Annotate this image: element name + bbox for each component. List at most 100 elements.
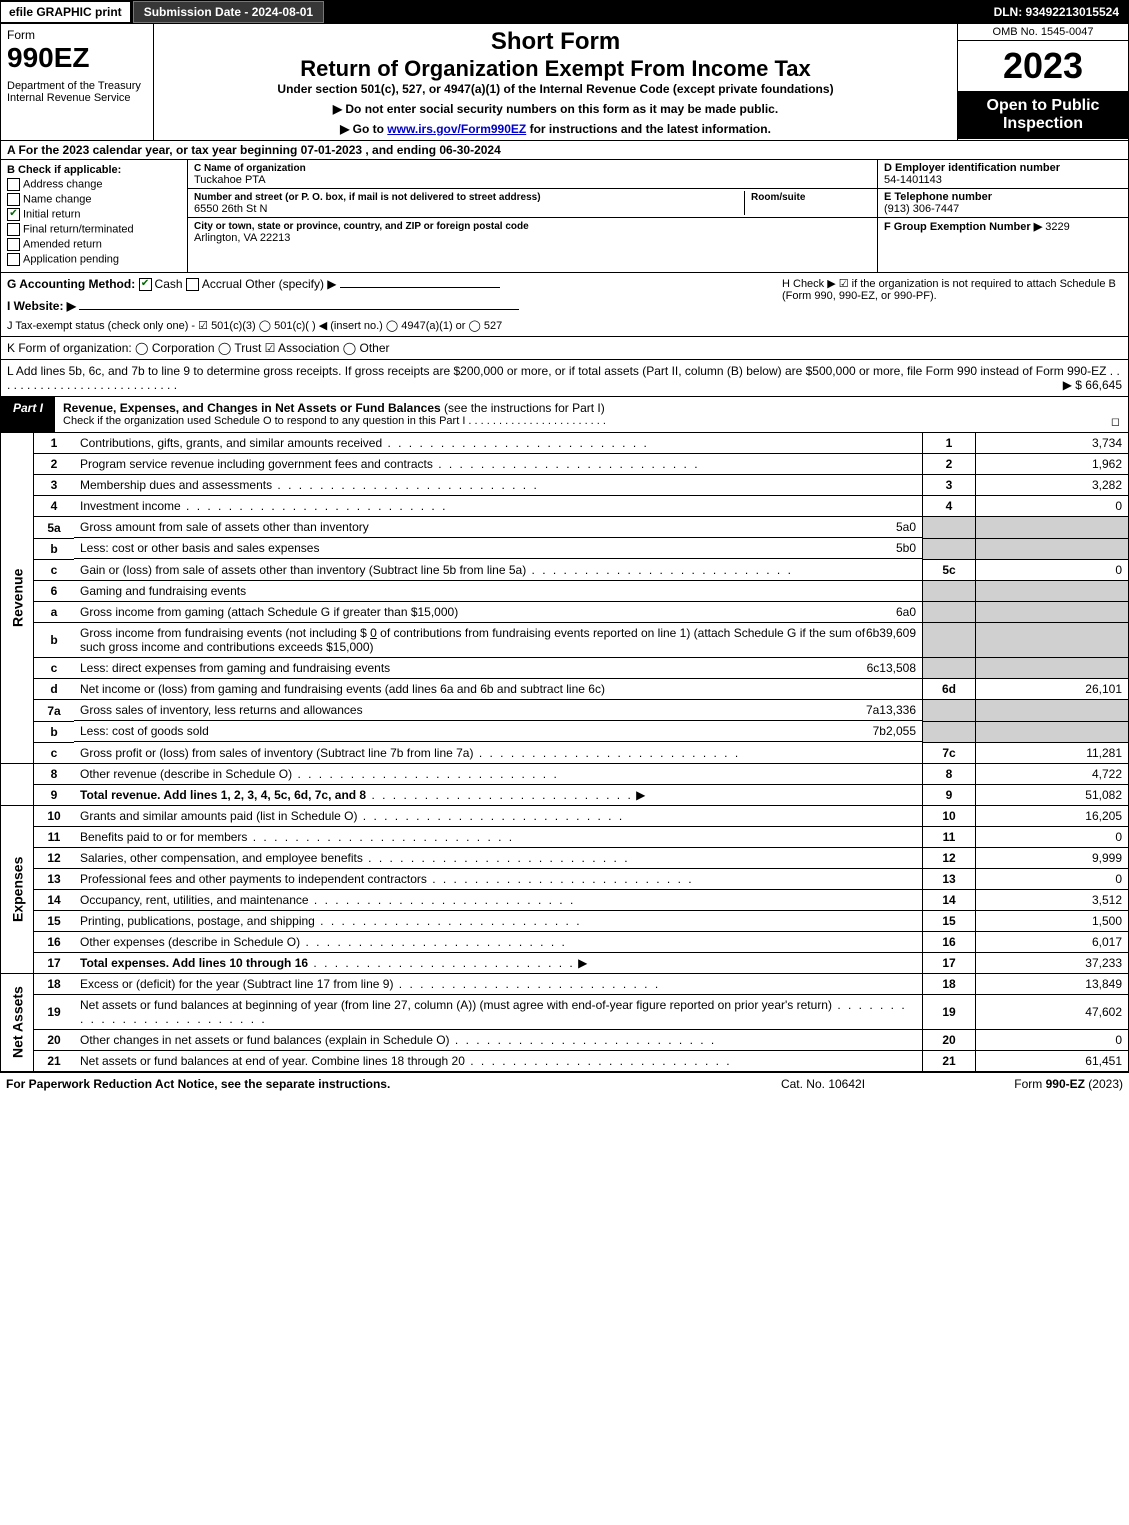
grp-value: 3229 xyxy=(1045,221,1069,233)
ssn-warning: ▶ Do not enter social security numbers o… xyxy=(164,102,947,116)
line-6a: aGross income from gaming (attach Schedu… xyxy=(1,601,1129,623)
column-d-e-f: D Employer identification number 54-1401… xyxy=(878,160,1128,272)
column-c-org-info: C Name of organization Tuckahoe PTA Numb… xyxy=(188,160,878,272)
line-2: 2Program service revenue including gover… xyxy=(1,454,1129,475)
row-g-h: G Accounting Method: Cash Accrual Other … xyxy=(0,273,1129,337)
top-bar: efile GRAPHIC print Submission Date - 20… xyxy=(0,0,1129,24)
line-18: Net Assets 18Excess or (deficit) for the… xyxy=(1,973,1129,994)
note2-post: for instructions and the latest informat… xyxy=(526,122,771,136)
l-amount: ▶ $ 66,645 xyxy=(1063,378,1122,392)
cb-amended-return[interactable]: Amended return xyxy=(7,238,181,251)
page-footer: For Paperwork Reduction Act Notice, see … xyxy=(0,1072,1129,1095)
cb-name-change[interactable]: Name change xyxy=(7,193,181,206)
line-5b: bLess: cost or other basis and sales exp… xyxy=(1,538,1129,559)
expenses-side-label: Expenses xyxy=(1,805,34,973)
line-6d: dNet income or (loss) from gaming and fu… xyxy=(1,679,1129,700)
cb-cash[interactable] xyxy=(139,278,152,291)
efile-print-label[interactable]: efile GRAPHIC print xyxy=(0,1,131,23)
note2-pre: ▶ Go to xyxy=(340,122,387,136)
line-5a: 5aGross amount from sale of assets other… xyxy=(1,517,1129,539)
cb-final-return[interactable]: Final return/terminated xyxy=(7,223,181,236)
header-left: Form 990EZ Department of the Treasury In… xyxy=(1,24,154,140)
part-1-table: Revenue 1Contributions, gifts, grants, a… xyxy=(0,433,1129,1072)
room-label: Room/suite xyxy=(751,192,805,203)
part-1-title: Revenue, Expenses, and Changes in Net As… xyxy=(55,397,1128,432)
b-label: B Check if applicable: xyxy=(7,164,181,176)
city-value: Arlington, VA 22213 xyxy=(194,232,290,244)
cb-initial-return[interactable]: Initial return xyxy=(7,208,181,221)
line-11: 11Benefits paid to or for members110 xyxy=(1,826,1129,847)
row-k-form-org: K Form of organization: ◯ Corporation ◯ … xyxy=(0,337,1129,360)
line-7b: bLess: cost of goods sold7b2,055 xyxy=(1,721,1129,742)
line-6b: bGross income from fundraising events (n… xyxy=(1,623,1129,658)
org-name-label: C Name of organization xyxy=(194,163,306,174)
line-4: 4Investment income40 xyxy=(1,496,1129,517)
group-exemption-block: F Group Exemption Number ▶ 3229 xyxy=(878,218,1128,235)
form-word: Form xyxy=(7,28,147,42)
cb-address-change[interactable]: Address change xyxy=(7,178,181,191)
submission-date: Submission Date - 2024-08-01 xyxy=(133,1,324,23)
line-13: 13Professional fees and other payments t… xyxy=(1,868,1129,889)
instructions-link-row: ▶ Go to www.irs.gov/Form990EZ for instru… xyxy=(164,122,947,136)
form-number: 990EZ xyxy=(7,42,147,74)
short-form-title: Short Form xyxy=(164,28,947,56)
line-15: 15Printing, publications, postage, and s… xyxy=(1,910,1129,931)
org-name: Tuckahoe PTA xyxy=(194,174,266,186)
dln-number: DLN: 93492213015524 xyxy=(994,5,1129,19)
i-website: I Website: ▶ xyxy=(7,299,76,313)
l-text: L Add lines 5b, 6c, and 7b to line 9 to … xyxy=(7,364,1106,378)
h-schedule-b: H Check ▶ ☑ if the organization is not r… xyxy=(776,277,1122,332)
tel-label: E Telephone number xyxy=(884,191,992,203)
paperwork-notice: For Paperwork Reduction Act Notice, see … xyxy=(6,1077,723,1091)
open-to-public: Open to Public Inspection xyxy=(958,91,1128,139)
main-title: Return of Organization Exempt From Incom… xyxy=(164,56,947,82)
row-l-gross-receipts: L Add lines 5b, 6c, and 7b to line 9 to … xyxy=(0,360,1129,397)
tax-year: 2023 xyxy=(958,41,1128,91)
line-3: 3Membership dues and assessments33,282 xyxy=(1,475,1129,496)
department-label: Department of the Treasury Internal Reve… xyxy=(7,80,147,104)
header-right: OMB No. 1545-0047 2023 Open to Public In… xyxy=(958,24,1128,140)
line-16: 16Other expenses (describe in Schedule O… xyxy=(1,931,1129,952)
line-7c: cGross profit or (loss) from sales of in… xyxy=(1,742,1129,763)
line-1: Revenue 1Contributions, gifts, grants, a… xyxy=(1,433,1129,454)
org-name-block: C Name of organization Tuckahoe PTA xyxy=(188,160,877,189)
ein-block: D Employer identification number 54-1401… xyxy=(878,160,1128,189)
ein-value: 54-1401143 xyxy=(884,174,942,186)
line-6: 6Gaming and fundraising events xyxy=(1,580,1129,601)
line-9: 9Total revenue. Add lines 1, 2, 3, 4, 5c… xyxy=(1,784,1129,805)
cb-application-pending[interactable]: Application pending xyxy=(7,253,181,266)
city-block: City or town, state or province, country… xyxy=(188,218,877,246)
part-1-check-note: Check if the organization used Schedule … xyxy=(63,415,1120,427)
street-value: 6550 26th St N xyxy=(194,203,267,215)
line-20: 20Other changes in net assets or fund ba… xyxy=(1,1029,1129,1050)
net-assets-side-label: Net Assets xyxy=(1,973,34,1071)
tel-value: (913) 306-7447 xyxy=(884,203,959,215)
street-block: Number and street (or P. O. box, if mail… xyxy=(188,189,877,218)
grp-label: F Group Exemption Number ▶ xyxy=(884,221,1042,233)
ein-label: D Employer identification number xyxy=(884,162,1060,174)
line-19: 19Net assets or fund balances at beginni… xyxy=(1,994,1129,1029)
j-tax-exempt: J Tax-exempt status (check only one) - ☑… xyxy=(7,319,776,332)
city-label: City or town, state or province, country… xyxy=(194,221,529,232)
form-header: Form 990EZ Department of the Treasury In… xyxy=(0,24,1129,141)
line-17: 17Total expenses. Add lines 10 through 1… xyxy=(1,952,1129,973)
line-10: Expenses 10Grants and similar amounts pa… xyxy=(1,805,1129,826)
row-a-tax-year: A For the 2023 calendar year, or tax yea… xyxy=(0,141,1129,160)
line-21: 21Net assets or fund balances at end of … xyxy=(1,1050,1129,1071)
subtitle: Under section 501(c), 527, or 4947(a)(1)… xyxy=(164,82,947,96)
line-7a: 7aGross sales of inventory, less returns… xyxy=(1,700,1129,722)
omb-number: OMB No. 1545-0047 xyxy=(958,24,1128,41)
line-6c: cLess: direct expenses from gaming and f… xyxy=(1,658,1129,679)
part-1-label: Part I xyxy=(1,397,55,432)
line-8: 8Other revenue (describe in Schedule O)8… xyxy=(1,763,1129,784)
line-5c: cGain or (loss) from sale of assets othe… xyxy=(1,559,1129,580)
cb-accrual[interactable] xyxy=(186,278,199,291)
line-14: 14Occupancy, rent, utilities, and mainte… xyxy=(1,889,1129,910)
revenue-side-label: Revenue xyxy=(1,433,34,763)
line-12: 12Salaries, other compensation, and empl… xyxy=(1,847,1129,868)
section-b-through-f: B Check if applicable: Address change Na… xyxy=(0,160,1129,273)
part-1-header: Part I Revenue, Expenses, and Changes in… xyxy=(0,397,1129,433)
g-label: G Accounting Method: xyxy=(7,277,135,291)
header-center: Short Form Return of Organization Exempt… xyxy=(154,24,958,140)
irs-link[interactable]: www.irs.gov/Form990EZ xyxy=(387,122,526,136)
